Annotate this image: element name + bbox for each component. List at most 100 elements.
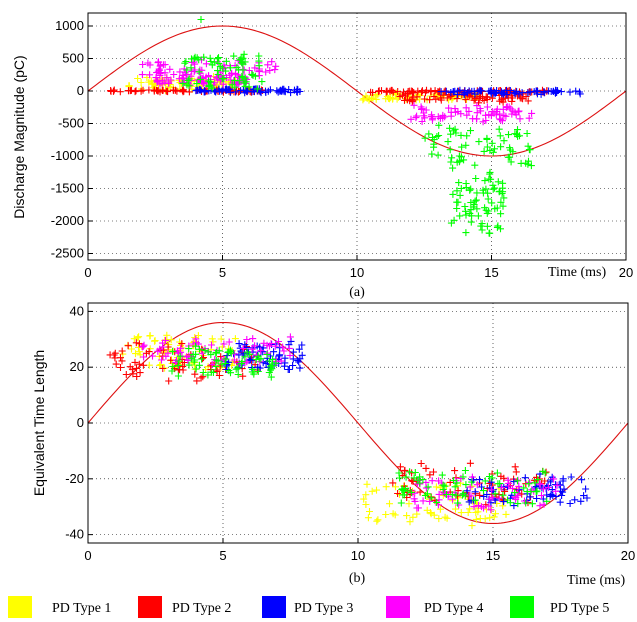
panel-a-point-pd-type-3 xyxy=(447,89,455,96)
panel-b-point-pd-type-1 xyxy=(464,509,472,516)
panel-a-point-pd-type-5 xyxy=(491,145,498,153)
panel-b-point-pd-type-3 xyxy=(296,355,304,363)
panel-b-ytick-label: 0 xyxy=(77,415,84,430)
panel-b-point-pd-type-2 xyxy=(401,467,409,475)
panel-b-point-pd-type-1 xyxy=(481,515,489,523)
panel-b-point-pd-type-3 xyxy=(235,351,243,359)
panel-a-point-pd-type-5 xyxy=(188,55,195,63)
panel-a-point-pd-type-3 xyxy=(576,88,583,96)
panel-a-point-pd-type-5 xyxy=(196,75,204,83)
panel-a-point-pd-type-2 xyxy=(179,87,186,94)
panel-b-series-pd-type-5 xyxy=(168,342,551,508)
panel-b-point-pd-type-4 xyxy=(504,476,512,484)
panel-a-axes-box xyxy=(87,12,627,261)
panel-a-point-pd-type-4 xyxy=(139,61,147,68)
panel-b-point-pd-type-3 xyxy=(287,337,295,345)
panel-a-point-pd-type-5 xyxy=(484,195,492,203)
panel-b-point-pd-type-1 xyxy=(373,517,381,525)
panel-b-point-pd-type-1 xyxy=(209,338,217,346)
panel-a-point-pd-type-5 xyxy=(525,146,533,154)
panel-a-point-pd-type-5 xyxy=(240,79,248,87)
panel-a-point-pd-type-4 xyxy=(176,68,184,76)
panel-a-point-pd-type-5 xyxy=(425,130,433,138)
panel-b-point-pd-type-4 xyxy=(230,356,238,364)
panel-a-point-pd-type-5 xyxy=(473,189,481,197)
panel-b-point-pd-type-2 xyxy=(409,477,417,485)
panel-a-point-pd-type-5 xyxy=(253,85,261,93)
panel-a-point-pd-type-4 xyxy=(462,104,470,112)
panel-a-point-pd-type-5 xyxy=(195,68,203,76)
panel-b-point-pd-type-4 xyxy=(441,489,449,497)
panel-a-point-pd-type-5 xyxy=(499,188,507,196)
panel-b-point-pd-type-4 xyxy=(275,338,282,345)
panel-a-sine-curve xyxy=(87,25,627,157)
panel-b-point-pd-type-3 xyxy=(548,486,556,494)
panel-b-point-pd-type-5 xyxy=(525,480,533,488)
panel-a-point-pd-type-4 xyxy=(255,72,263,80)
panel-a-point-pd-type-2 xyxy=(169,86,177,94)
panel-b-point-pd-type-4 xyxy=(220,340,228,348)
panel-a-point-pd-type-4 xyxy=(463,111,471,119)
panel-b-point-pd-type-1 xyxy=(492,510,499,518)
panel-b-point-pd-type-4 xyxy=(243,336,251,343)
panel-a-point-pd-type-5 xyxy=(483,222,491,230)
panel-b-point-pd-type-5 xyxy=(398,486,406,494)
panel-a-point-pd-type-3 xyxy=(547,88,555,95)
panel-a-series-pd-type-3 xyxy=(192,85,584,99)
panel-a-point-pd-type-5 xyxy=(444,138,452,146)
panel-b-point-pd-type-4 xyxy=(248,345,256,353)
panel-a-point-pd-type-5 xyxy=(434,151,442,159)
panel-a-point-pd-type-1 xyxy=(362,92,370,100)
panel-b-point-pd-type-5 xyxy=(511,489,519,497)
panel-b-point-pd-type-2 xyxy=(136,369,144,377)
panel-a-point-pd-type-3 xyxy=(273,87,281,95)
panel-a-point-pd-type-3 xyxy=(476,87,484,95)
panel-a-series-pd-type-5 xyxy=(179,16,535,237)
panel-b-point-pd-type-4 xyxy=(225,338,233,346)
panel-a-point-pd-type-4 xyxy=(272,62,280,70)
panel-b-point-pd-type-4 xyxy=(495,494,503,502)
panel-b-point-pd-type-2 xyxy=(160,346,167,354)
panel-a-point-pd-type-5 xyxy=(454,198,462,206)
panel-b-point-pd-type-4 xyxy=(280,347,288,355)
panel-b-point-pd-type-3 xyxy=(500,498,508,506)
panel-a-xtick-label: 20 xyxy=(619,265,633,280)
panel-b-point-pd-type-5 xyxy=(191,356,199,364)
panel-a-point-pd-type-3 xyxy=(460,90,468,98)
panel-a: 0 5 10 15 20 1000 500 0 -500 -1000 -1500 -2000 -2500… xyxy=(11,12,633,300)
panel-a-point-pd-type-5 xyxy=(200,53,208,61)
panel-a-point-pd-type-5 xyxy=(462,229,470,237)
panel-b-point-pd-type-4 xyxy=(505,479,513,487)
panel-b-point-pd-type-5 xyxy=(454,499,462,507)
panel-a-point-pd-type-4 xyxy=(483,103,491,111)
panel-b-point-pd-type-3 xyxy=(298,341,306,349)
panel-b-point-pd-type-5 xyxy=(174,361,182,369)
panel-a-point-pd-type-2 xyxy=(413,93,421,101)
panel-b-point-pd-type-1 xyxy=(161,348,169,356)
panel-a-point-pd-type-2 xyxy=(431,87,439,95)
panel-b-point-pd-type-2 xyxy=(417,460,425,467)
panel-b-point-pd-type-4 xyxy=(285,344,293,352)
panel-b-sine-curve xyxy=(87,321,629,525)
panel-b-sine-reference xyxy=(87,321,629,525)
panel-a-point-pd-type-3 xyxy=(262,87,269,95)
panel-b-point-pd-type-3 xyxy=(559,488,567,496)
panel-a-point-pd-type-5 xyxy=(488,199,496,207)
panel-b-point-pd-type-1 xyxy=(441,513,449,521)
panel-b-point-pd-type-5 xyxy=(462,481,470,489)
panel-b-point-pd-type-3 xyxy=(289,362,297,369)
panel-a-point-pd-type-4 xyxy=(516,115,524,123)
panel-a-point-pd-type-5 xyxy=(487,175,495,183)
panel-a-point-pd-type-3 xyxy=(274,88,282,96)
panel-a-point-pd-type-1 xyxy=(389,94,397,102)
panel-b-point-pd-type-5 xyxy=(533,487,541,495)
panel-a-point-pd-type-5 xyxy=(455,179,463,187)
panel-b-point-pd-type-4 xyxy=(485,502,493,510)
panel-b-point-pd-type-3 xyxy=(487,478,495,486)
panel-a-point-pd-type-2 xyxy=(498,96,506,104)
panel-a-point-pd-type-3 xyxy=(557,88,565,96)
panel-b-point-pd-type-2 xyxy=(396,463,404,471)
panel-a-point-pd-type-3 xyxy=(470,87,478,95)
panel-b-point-pd-type-4 xyxy=(192,339,200,347)
